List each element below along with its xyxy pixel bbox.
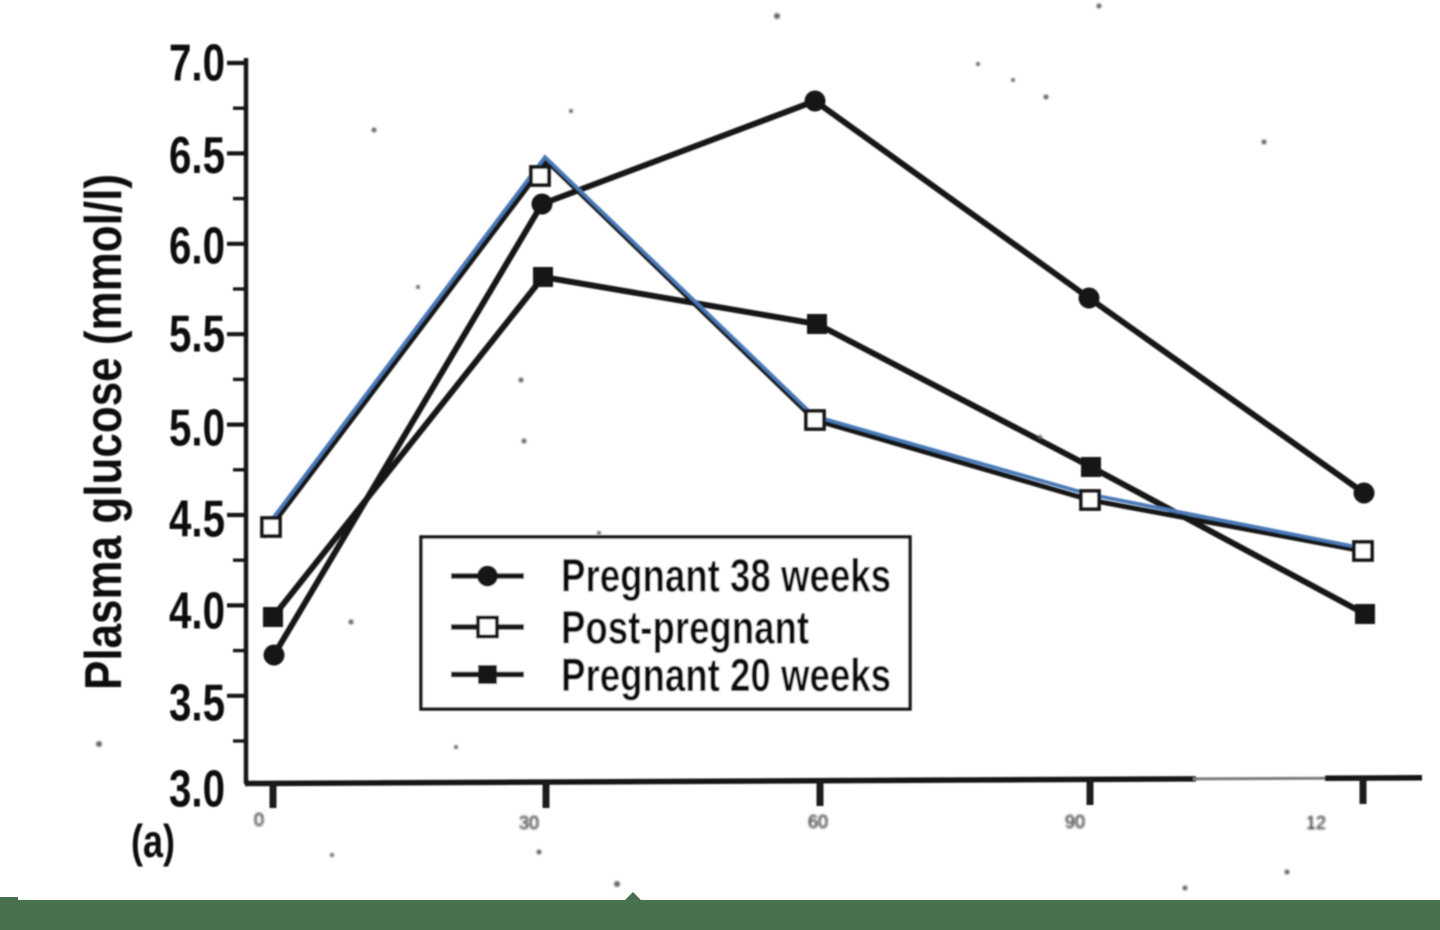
svg-text:3.0: 3.0: [169, 761, 225, 819]
svg-text:(a): (a): [131, 815, 175, 867]
svg-text:30: 30: [519, 813, 539, 833]
svg-text:90: 90: [1065, 812, 1085, 832]
svg-text:0: 0: [254, 810, 264, 830]
svg-text:Pregnant 20 weeks: Pregnant 20 weeks: [561, 649, 891, 701]
svg-text:5.0: 5.0: [169, 400, 225, 458]
svg-text:7.0: 7.0: [169, 35, 225, 93]
svg-text:4.0: 4.0: [169, 583, 225, 641]
svg-text:4.5: 4.5: [169, 491, 225, 549]
svg-text:3.5: 3.5: [169, 675, 225, 733]
svg-text:Post-pregnant: Post-pregnant: [561, 602, 809, 654]
svg-text:Plasma glucose (mmol/l): Plasma glucose (mmol/l): [75, 174, 133, 690]
svg-text:6.0: 6.0: [169, 218, 225, 276]
svg-text:Pregnant 38 weeks: Pregnant 38 weeks: [561, 550, 891, 602]
svg-text:12: 12: [1306, 813, 1326, 833]
svg-text:5.5: 5.5: [169, 306, 225, 364]
svg-text:60: 60: [808, 812, 828, 832]
svg-text:6.5: 6.5: [169, 127, 225, 185]
